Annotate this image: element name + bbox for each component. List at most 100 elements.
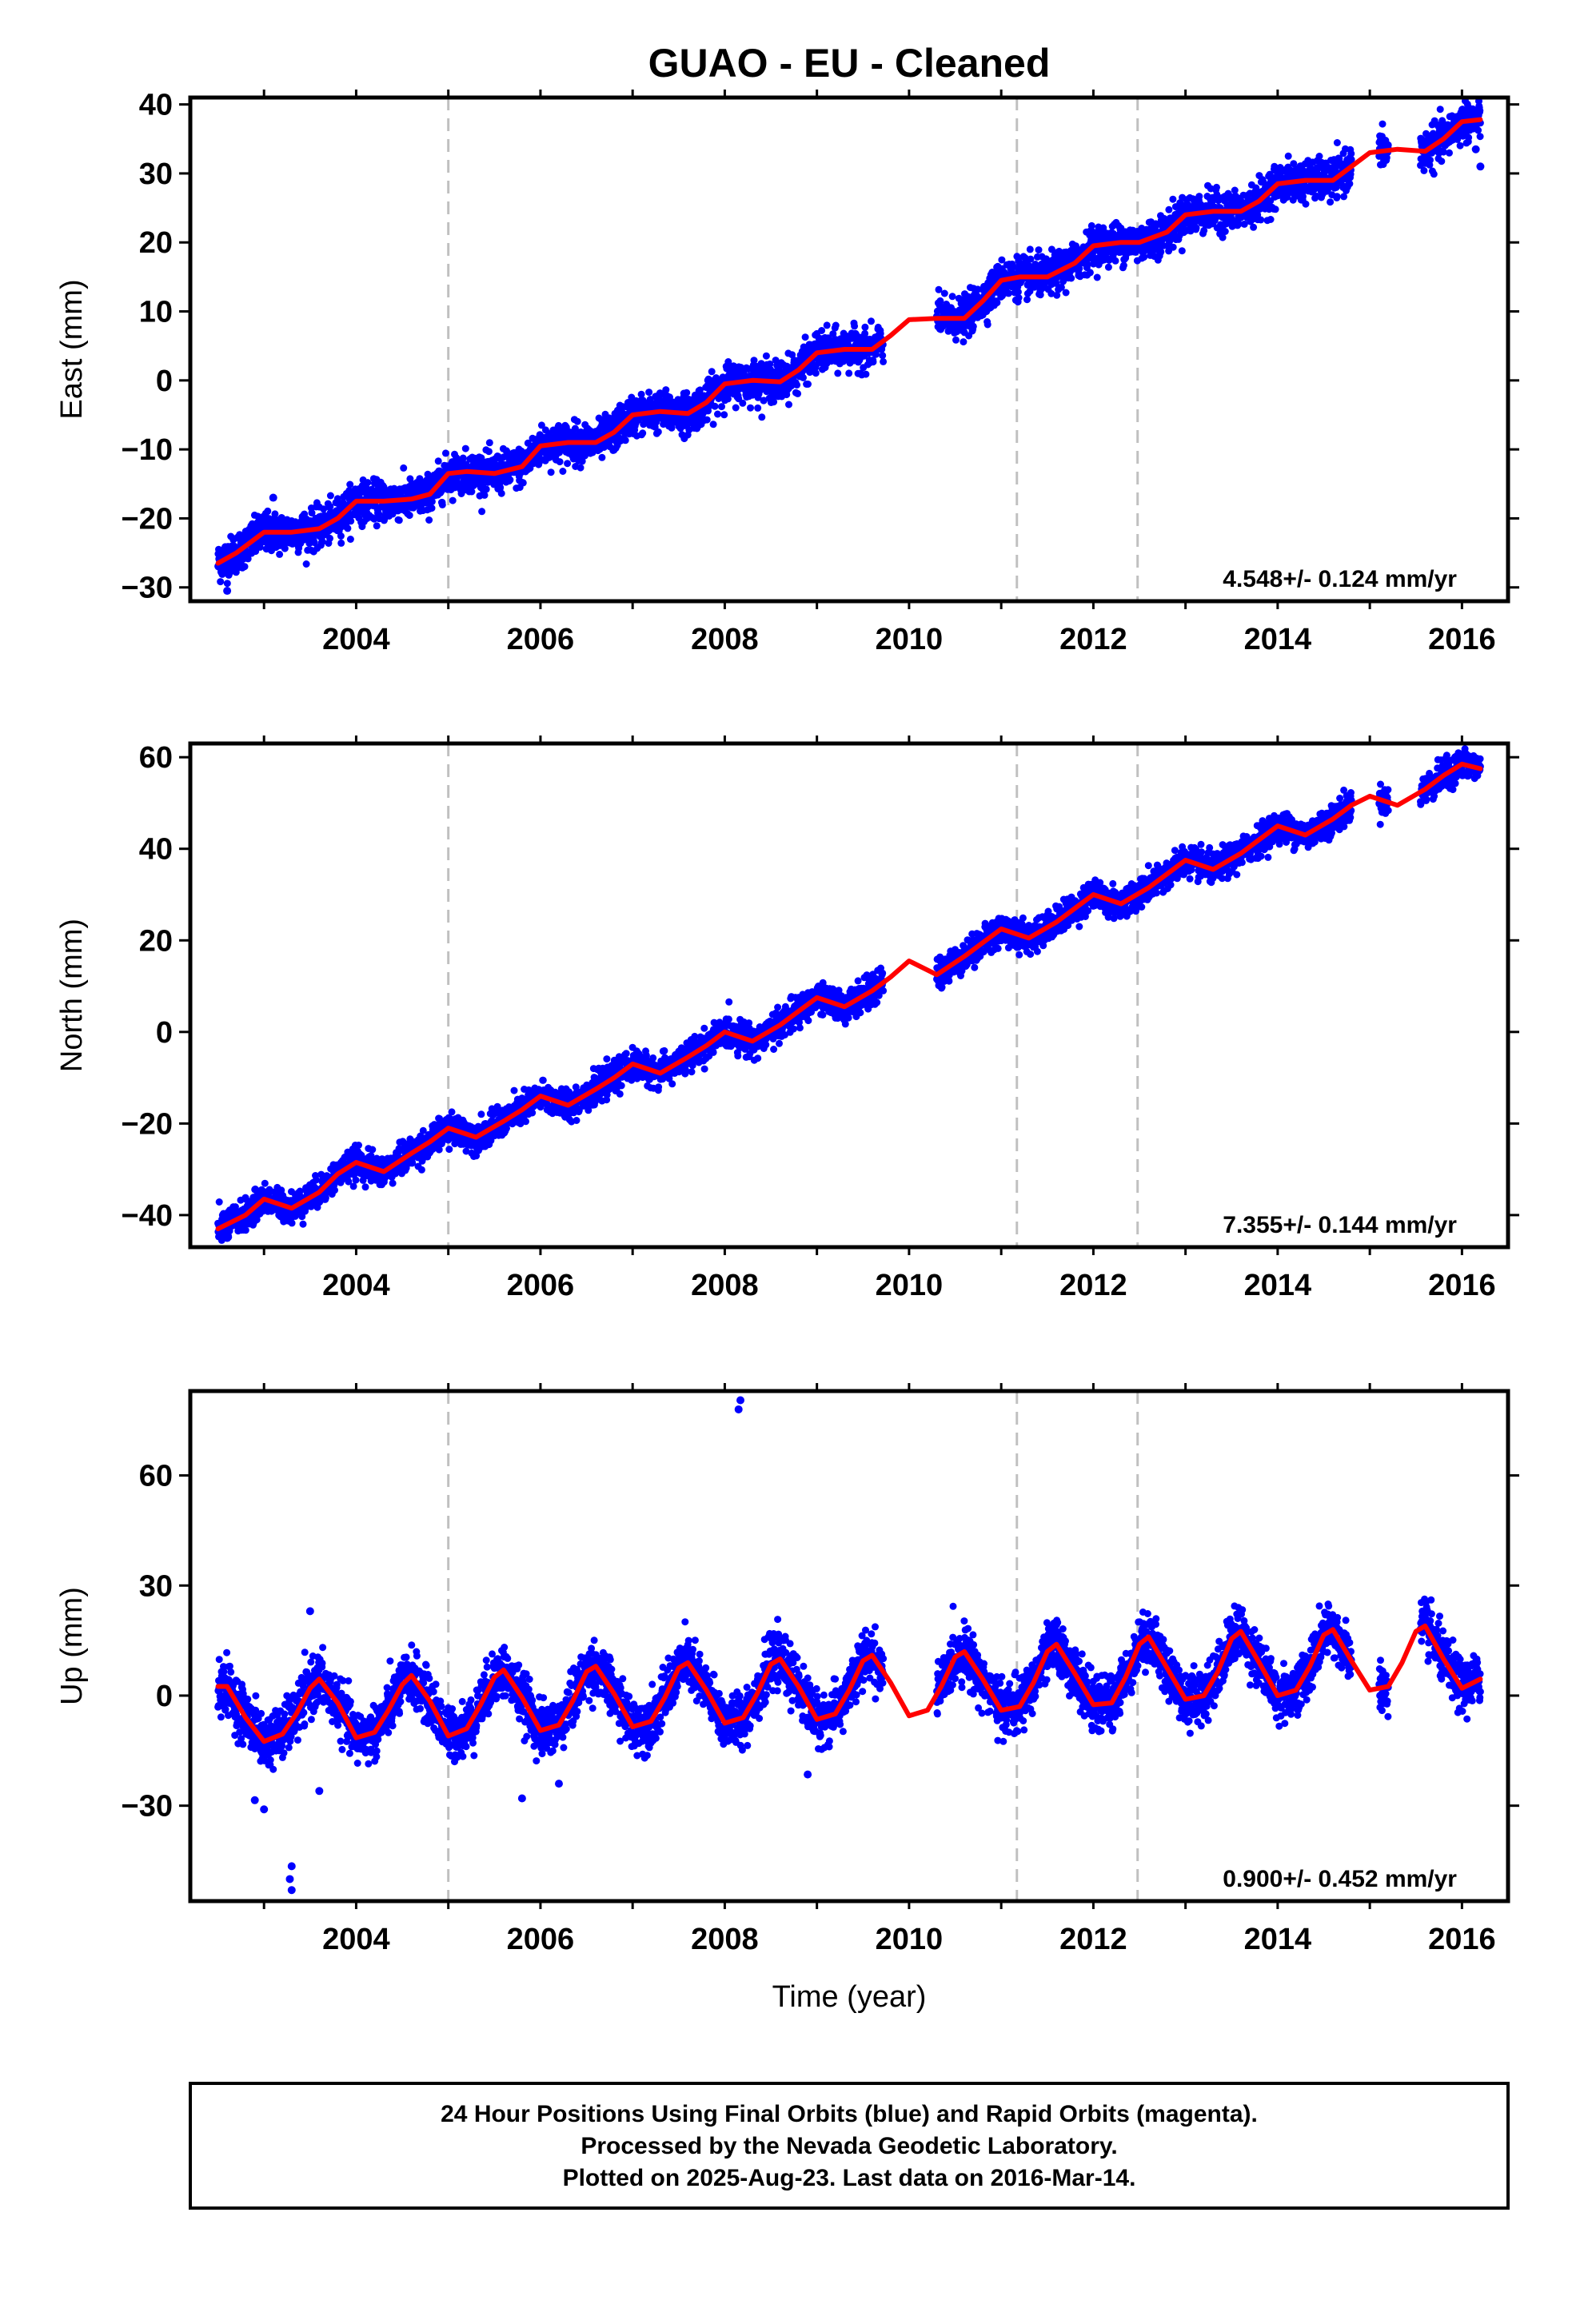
east-data-point — [425, 516, 433, 524]
east-data-point — [449, 497, 457, 504]
east-data-point — [724, 395, 732, 402]
east-data-point — [429, 504, 436, 512]
east-data-point — [1346, 180, 1353, 187]
east-data-point — [520, 479, 527, 486]
east-data-point — [645, 389, 652, 396]
east-data-point — [326, 535, 333, 542]
east-data-point — [720, 411, 728, 418]
east-data-point — [880, 358, 887, 365]
east-y-tick-label: 40 — [139, 89, 173, 122]
east-data-point — [785, 401, 792, 409]
east-data-point — [879, 352, 886, 359]
east-data-point — [1165, 206, 1172, 213]
east-data-point — [1105, 264, 1112, 271]
east-data-point — [1437, 106, 1444, 113]
east-data-point — [337, 540, 345, 547]
east-data-point — [868, 317, 875, 325]
east-rate-label: 4.548+/- 0.124 mm/yr — [1223, 566, 1457, 592]
east-data-point — [1446, 149, 1453, 157]
east-data-point — [303, 560, 310, 568]
east-data-point — [952, 337, 960, 344]
east-data-point — [793, 381, 800, 389]
east-data-point — [557, 458, 564, 465]
east-data-point — [1285, 153, 1292, 160]
east-data-point — [800, 374, 807, 381]
east-x-tick-label: 2016 — [1428, 623, 1496, 656]
east-data-point — [1067, 275, 1075, 282]
east-data-point — [1267, 216, 1275, 223]
east-data-point — [1457, 142, 1464, 149]
east-y-tick-label: 30 — [139, 157, 173, 191]
east-data-point — [598, 454, 605, 461]
east-data-point — [794, 390, 801, 397]
east-data-point — [564, 460, 571, 467]
east-y-axis-label: East (mm) — [55, 279, 89, 419]
east-data-point — [559, 468, 566, 475]
east-data-point — [758, 413, 765, 421]
east-data-point — [364, 479, 371, 486]
east-data-point — [1063, 289, 1070, 297]
east-data-point — [622, 436, 629, 444]
east-data-point — [1420, 167, 1427, 174]
east-x-tick-label: 2014 — [1244, 623, 1312, 656]
north-plot-area — [214, 743, 1484, 1247]
east-data-point — [708, 368, 716, 375]
east-data-point — [1193, 225, 1200, 232]
east-data-point — [1385, 142, 1392, 149]
east-y-tick-label: −30 — [122, 572, 173, 605]
east-data-point — [442, 449, 449, 456]
east-data-point — [462, 445, 469, 452]
east-x-tick-label: 2008 — [691, 623, 759, 656]
north-data-point — [242, 1226, 249, 1234]
east-data-point — [486, 439, 493, 446]
east-data-point — [1015, 294, 1023, 301]
east-data-point — [763, 353, 770, 360]
east-data-point — [970, 323, 977, 330]
east-data-point — [1170, 244, 1177, 251]
east-data-point — [960, 338, 967, 345]
east-data-point — [1027, 245, 1034, 253]
east-data-point — [1474, 127, 1482, 134]
east-y-tick-label: 0 — [156, 365, 173, 398]
east-outlier-point — [1472, 145, 1480, 153]
east-data-point — [1112, 257, 1119, 265]
east-data-point — [732, 405, 740, 412]
east-data-point — [1465, 134, 1472, 142]
east-data-point — [506, 476, 513, 484]
north-data-point — [261, 1180, 269, 1187]
east-data-point — [485, 448, 493, 455]
east-data-point — [1094, 274, 1101, 281]
east-data-point — [327, 492, 334, 500]
east-data-point — [710, 421, 717, 428]
east-data-point — [712, 403, 719, 410]
east-data-point — [704, 417, 711, 424]
east-data-point — [1169, 196, 1176, 203]
east-data-point — [851, 322, 858, 329]
east-data-point — [1476, 107, 1483, 114]
east-data-point — [936, 297, 944, 305]
east-y-tick-label: 20 — [139, 226, 173, 260]
east-y-tick-label: 10 — [139, 296, 173, 329]
east-data-point — [802, 333, 809, 341]
east-data-point — [824, 321, 831, 329]
east-data-point — [984, 321, 991, 329]
east-data-point — [435, 457, 442, 464]
east-data-point — [1430, 170, 1438, 177]
east-data-point — [714, 411, 721, 418]
east-data-point — [1037, 291, 1044, 298]
east-data-point — [460, 455, 467, 462]
east-data-point — [406, 512, 413, 519]
east-observations — [214, 98, 1484, 595]
east-data-point — [861, 324, 868, 331]
north-observations — [214, 745, 1484, 1244]
east-x-tick-label: 2006 — [507, 623, 575, 656]
east-data-point — [1088, 222, 1095, 229]
east-data-point — [818, 327, 825, 334]
east-data-point — [747, 405, 754, 412]
east-data-point — [1222, 228, 1229, 235]
east-data-point — [754, 405, 761, 412]
east-outlier-point — [1476, 162, 1484, 170]
east-data-point — [941, 290, 948, 297]
